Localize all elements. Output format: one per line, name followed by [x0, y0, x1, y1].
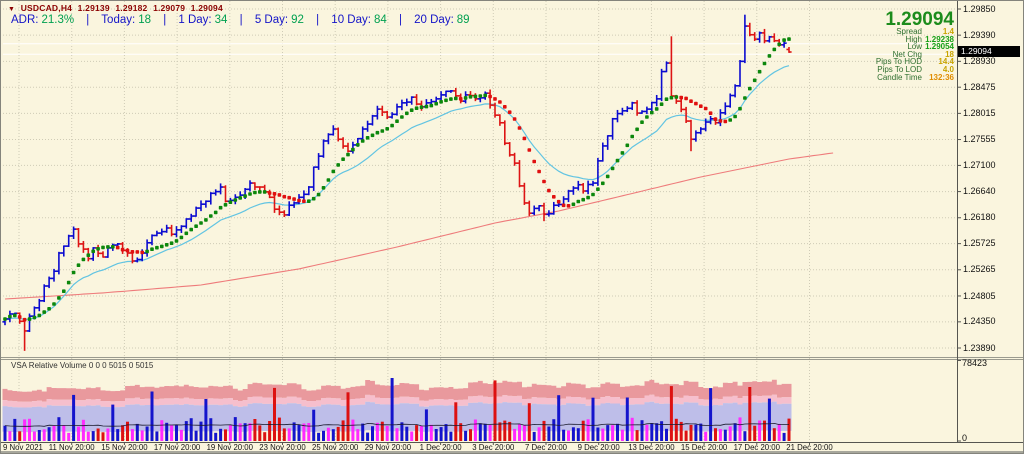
axis-ticks [18, 8, 961, 445]
time-axis-label: 3 Dec 20:00 [472, 443, 515, 452]
chart-title-bar: ▼ USDCAD,H4 1.29139 1.29182 1.29079 1.29… [8, 3, 226, 13]
pips-to-hod-value: 14.4 [938, 57, 954, 67]
high-value: 1.29238 [925, 34, 954, 44]
ohlc-bars [2, 14, 792, 351]
pips-to-lod-value: 4.0 [942, 64, 954, 74]
spread-value: 1.4 [942, 27, 954, 36]
low-label: Low [907, 42, 922, 52]
time-axis-label: 23 Nov 20:00 [259, 443, 306, 452]
price-axis-label: 1.26640 [963, 186, 996, 197]
separator: | [316, 14, 320, 26]
one-day-value: 34 [214, 14, 228, 26]
time-axis-label: 29 Nov 20:00 [364, 443, 412, 452]
separator: | [398, 14, 402, 26]
adr-label: ADR: [11, 14, 39, 26]
one-day-label: 1 Day: [178, 14, 212, 26]
today-label: Today: [101, 14, 136, 26]
today-value: 18 [138, 14, 151, 26]
volume-bars [3, 378, 791, 441]
ten-day-label: 10 Day: [331, 14, 371, 26]
twenty-day-label: 20 Day: [414, 14, 454, 26]
time-axis-label: 7 Dec 20:00 [524, 443, 568, 452]
time-axis-label: 9 Nov 2021 [3, 443, 43, 452]
price-axis-label: 1.28475 [963, 81, 996, 92]
ohlc-open: 1.29139 [77, 3, 110, 13]
price-axis-label: 1.28015 [963, 107, 996, 118]
price-axis-label: 1.26180 [963, 212, 996, 223]
five-day-value: 92 [291, 14, 304, 26]
five-day-label: 5 Day: [254, 14, 289, 26]
time-axis-label: 25 Nov 20:00 [311, 443, 359, 452]
ten-day-value: 84 [373, 14, 387, 26]
spread-label: Spread [896, 27, 922, 36]
ohlc-close: 1.29094 [190, 3, 223, 13]
price-axis-label: 1.29850 [963, 3, 996, 14]
time-axis-label: 15 Dec 20:00 [680, 443, 728, 452]
price-axis-label: 1.24805 [963, 290, 996, 301]
net-chg-value: 18 [945, 49, 954, 59]
time-axis-label: 21 Dec 20:00 [786, 443, 833, 452]
symbol-timeframe-label: USDCAD,H4 [20, 3, 73, 13]
volume-axis-max: 78423 [962, 358, 988, 368]
pips-to-hod-label: Pips To HOD [875, 57, 922, 67]
separator: | [163, 14, 167, 26]
time-axis-label: 17 Nov 20:00 [153, 443, 201, 452]
time-axis-label: 9 Dec 20:00 [577, 443, 620, 452]
high-label: High [905, 34, 922, 44]
collapse-indicator-icon[interactable]: ▼ [8, 6, 16, 13]
separator: | [239, 14, 243, 26]
time-axis-label: 1 Dec 20:00 [419, 443, 462, 452]
volume-indicator-label: VSA Relative Volume 0 0 0 5015 0 5015 [11, 361, 154, 370]
adr-indicator-row: ADR: 21.3% | Today: 18 | 1 Day: 34 | 5 Day:… [11, 14, 470, 26]
volume-band-extreme [2, 379, 792, 402]
current-price-axis-tag: 1.29094 [958, 46, 1020, 57]
price-axis-label: 1.25265 [963, 264, 996, 275]
time-axis-label: 13 Dec 20:00 [628, 443, 675, 452]
price-axis-label: 1.27555 [963, 134, 996, 144]
adr-value: 21.3% [41, 14, 75, 26]
separator: | [86, 14, 90, 26]
twenty-day-value: 89 [456, 14, 470, 26]
volume-axis-zero: 0 [962, 433, 968, 443]
price-axis-label: 1.27100 [963, 159, 996, 170]
ohlc-low: 1.29079 [153, 3, 186, 13]
pips-to-lod-label: Pips To LOD [877, 64, 922, 74]
slow-ma-line [4, 152, 834, 300]
window-bottom-edge [1, 451, 1023, 453]
price-axis-label: 1.29390 [963, 29, 996, 40]
price-axis-label: 1.23890 [963, 342, 996, 353]
time-axis-label: 17 Dec 20:00 [733, 443, 780, 452]
current-price-display: 1.29094 [885, 9, 954, 30]
ohlc-high: 1.29182 [115, 3, 148, 13]
time-axis-label: 15 Nov 20:00 [101, 443, 148, 452]
price-axis-label: 1.24350 [963, 316, 996, 327]
trend-ma-dots [3, 37, 791, 322]
volume-average-line [4, 422, 789, 427]
time-axis-label: 19 Nov 20:00 [206, 443, 253, 452]
candle-time-label: Candle Time [877, 72, 922, 82]
low-value: 1.29054 [925, 42, 954, 52]
time-axis-label: 11 Nov 20:00 [48, 443, 95, 452]
candle-time-value: 132:36 [929, 72, 954, 82]
net-chg-label: Net Chg [892, 49, 922, 59]
price-axis-label: 1.25725 [963, 238, 996, 249]
price-info-panel: 1.29094 Spread 1.4 High 1.29238 Low 1.29054… [875, 9, 954, 82]
grid-lines [3, 1, 956, 441]
price-axis-label: 1.28930 [963, 55, 996, 66]
